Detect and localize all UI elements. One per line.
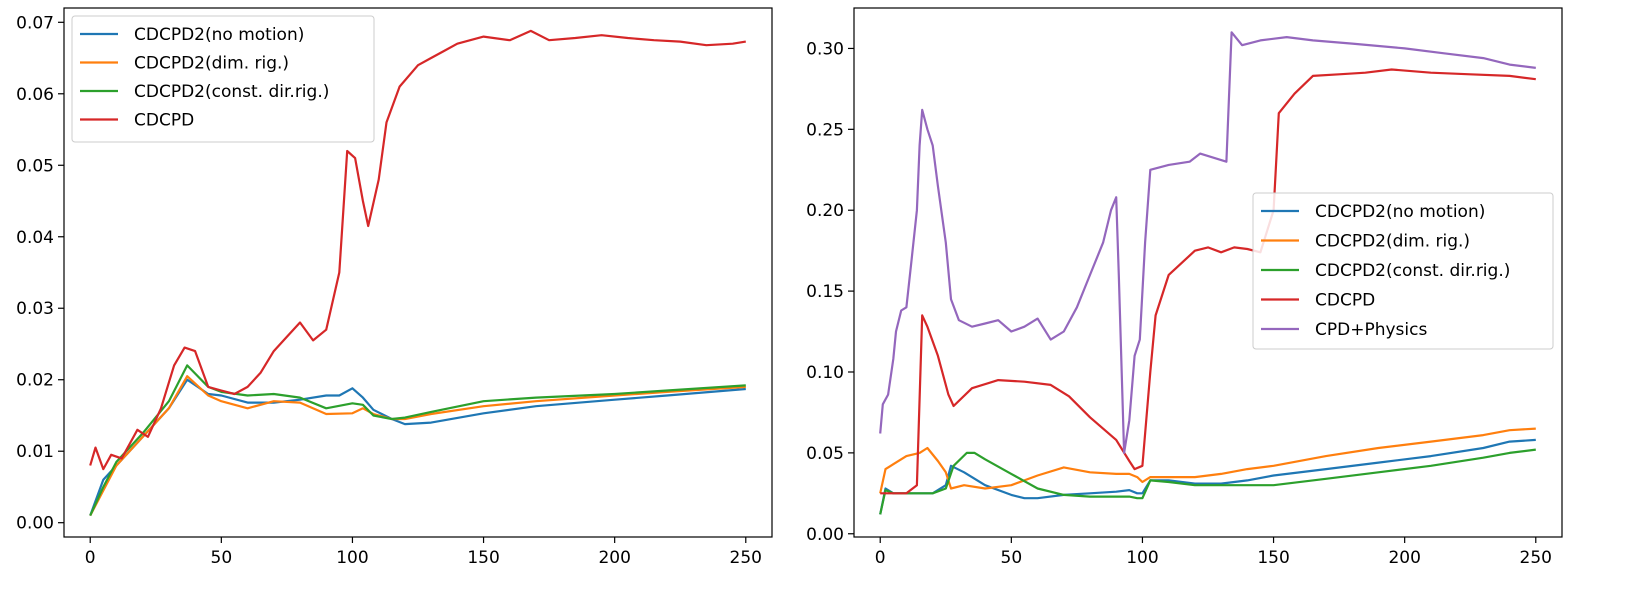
legend-label: CDCPD <box>134 111 194 131</box>
y-tick-label: 0.00 <box>16 514 54 534</box>
right-chart-series-line <box>880 68 1536 495</box>
y-tick-label: 0.25 <box>806 120 844 140</box>
y-tick-label: 0.00 <box>806 525 844 545</box>
left-chart-legend: CDCPD2(no motion) CDCPD2(dim. rig.) CDCPD2… <box>71 15 375 143</box>
left-chart-legend-box <box>71 15 375 143</box>
x-tick-label: 150 <box>1257 548 1289 568</box>
left-chart-series-line <box>89 378 746 516</box>
legend-label: CDCPD2(no motion) <box>134 25 304 45</box>
y-tick-label: 0.06 <box>16 85 54 105</box>
right-chart-series-line <box>879 427 1536 494</box>
legend-label: CDCPD2(const. dir.rig.) <box>134 82 329 102</box>
y-tick-label: 0.15 <box>806 282 844 302</box>
right-chart-legend: CDCPD2(no motion) CDCPD2(dim. rig.) CDCPD2… <box>1252 192 1554 350</box>
y-tick-label: 0.10 <box>806 363 844 383</box>
right-chart-axes: 0 50 100 150 200 250 0.00 0.05 0.10 0.15 0.20 0.25 0… <box>806 7 1563 568</box>
right-chart-series-line <box>879 448 1536 515</box>
y-tick-label: 0.02 <box>16 371 54 391</box>
left-chart-series-line <box>89 364 746 517</box>
x-tick-label: 0 <box>85 548 96 568</box>
legend-label: CDCPD2(const. dir.rig.) <box>1315 261 1510 281</box>
legend-label: CPD+Physics <box>1315 320 1427 340</box>
right-chart-series-line <box>879 438 1536 515</box>
x-tick-label: 0 <box>875 548 886 568</box>
y-tick-label: 0.01 <box>16 442 54 462</box>
x-tick-label: 100 <box>336 548 368 568</box>
legend-label: CDCPD <box>1315 291 1375 311</box>
left-chart-series-line <box>89 29 746 471</box>
y-tick-label: 0.07 <box>16 13 54 33</box>
x-tick-label: 250 <box>730 548 762 568</box>
y-tick-label: 0.05 <box>16 156 54 176</box>
x-tick-label: 250 <box>1520 548 1552 568</box>
left-chart: 0 50 100 150 200 250 0.00 0.01 0.02 0.03 0.04 0.05 0… <box>16 7 773 568</box>
left-chart-axes: 0 50 100 150 200 250 0.00 0.01 0.02 0.03 0.04 0.05 0… <box>16 7 773 568</box>
x-tick-label: 200 <box>598 548 630 568</box>
y-tick-label: 0.04 <box>16 228 54 248</box>
legend-label: CDCPD2(no motion) <box>1315 202 1485 222</box>
right-chart-frame <box>853 7 1563 538</box>
right-chart-legend-box <box>1252 192 1554 350</box>
y-tick-label: 0.30 <box>806 39 844 59</box>
x-tick-label: 50 <box>1001 548 1023 568</box>
right-chart-series-line <box>879 31 1536 454</box>
right-chart-lines <box>879 31 1536 515</box>
left-chart-lines <box>89 29 746 517</box>
right-chart: 0 50 100 150 200 250 0.00 0.05 0.10 0.15 0.20 0.25 0… <box>806 7 1563 568</box>
left-chart-series-line <box>89 375 746 517</box>
x-tick-label: 50 <box>211 548 233 568</box>
y-tick-label: 0.05 <box>806 444 844 464</box>
legend-label: CDCPD2(dim. rig.) <box>1315 232 1470 252</box>
x-tick-label: 150 <box>467 548 499 568</box>
y-tick-label: 0.03 <box>16 299 54 319</box>
y-tick-label: 0.20 <box>806 201 844 221</box>
left-chart-frame <box>63 7 773 538</box>
x-tick-label: 200 <box>1388 548 1420 568</box>
x-tick-label: 100 <box>1126 548 1158 568</box>
legend-label: CDCPD2(dim. rig.) <box>134 54 289 74</box>
